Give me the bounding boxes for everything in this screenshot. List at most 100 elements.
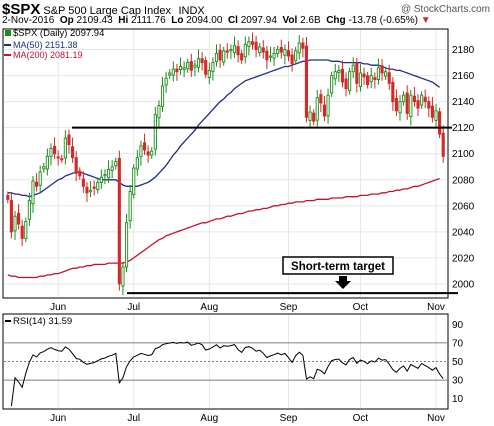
candle — [387, 64, 391, 90]
candle — [6, 191, 10, 204]
candle — [211, 57, 215, 81]
candle-body — [330, 75, 334, 94]
price-tick-label: 2040 — [452, 227, 475, 238]
candle — [182, 61, 186, 78]
candle-body — [114, 161, 118, 167]
candle-body — [178, 66, 183, 71]
candle-body — [376, 67, 380, 80]
candle-body — [427, 101, 431, 109]
change-label: Chg — [326, 15, 346, 26]
candle — [402, 91, 406, 106]
candle — [81, 171, 85, 193]
candle-body — [326, 94, 330, 117]
candle — [250, 32, 255, 50]
legend-ma50: MA(50) 2151.38 — [13, 40, 78, 50]
open-value: 2109.43 — [76, 15, 113, 26]
candle-body — [391, 81, 395, 103]
candle-body — [211, 62, 215, 72]
candle-body — [236, 46, 240, 56]
candle — [376, 58, 380, 85]
candle — [56, 150, 60, 166]
candle — [366, 71, 370, 89]
candle-body — [229, 49, 233, 52]
candle — [319, 89, 323, 113]
down-arrow-icon — [335, 276, 351, 289]
candle-body — [67, 134, 71, 146]
candle-body — [430, 105, 434, 118]
price-tick-label: 2180 — [452, 45, 475, 56]
candle-body — [294, 50, 298, 62]
candle — [196, 49, 201, 73]
candle — [74, 151, 78, 182]
change-value: -13.78 (-0.65%) — [348, 15, 418, 26]
candle-body — [319, 94, 323, 104]
candle — [384, 67, 388, 81]
candle-body — [117, 157, 121, 285]
candle-body — [110, 166, 114, 171]
candle — [362, 67, 366, 85]
candle — [49, 143, 53, 166]
target-annotation: Short-term target — [291, 261, 385, 273]
candle-body — [387, 72, 391, 84]
month-label: Nov — [427, 302, 445, 313]
open-label: Op — [59, 15, 74, 26]
candle — [164, 71, 168, 93]
candle-body — [164, 77, 168, 86]
candle — [294, 46, 298, 65]
candle-body — [196, 58, 201, 68]
candle — [405, 85, 409, 120]
candle-body — [441, 132, 445, 157]
candle-body — [60, 158, 64, 161]
candle — [225, 43, 229, 59]
candle-body — [150, 150, 154, 156]
candle-body — [189, 61, 193, 71]
candle-body — [394, 98, 398, 112]
ohlc-line: 2-Nov-2016 Op 2109.43 Hi 2111.76 Lo 2094… — [2, 15, 431, 26]
candle — [160, 76, 165, 112]
candle-body — [38, 171, 42, 186]
candle — [430, 96, 434, 123]
symbol: $SPX — [2, 1, 41, 18]
candle — [333, 63, 337, 86]
month-label: Jul — [127, 302, 140, 313]
candle — [139, 140, 143, 166]
candle-body — [243, 43, 247, 58]
month-label: Aug — [200, 302, 218, 313]
candle — [117, 150, 121, 291]
candle-body — [193, 64, 197, 68]
candle — [434, 104, 438, 129]
candle — [24, 217, 28, 243]
candle — [243, 36, 247, 64]
candle-body — [45, 155, 49, 170]
candle-body — [157, 105, 161, 119]
candle — [193, 59, 197, 77]
candle-body — [17, 212, 21, 225]
candle-body — [204, 60, 208, 75]
candle — [272, 46, 276, 66]
candle-body — [348, 71, 352, 92]
candle-body — [232, 45, 237, 54]
candle — [121, 261, 125, 296]
exchange: INDX — [178, 5, 205, 17]
price-tick-label: 2060 — [452, 201, 475, 212]
candle-body — [312, 112, 316, 122]
month-label: Jun — [50, 302, 66, 313]
candle-body — [340, 68, 345, 83]
candle-body — [27, 200, 31, 220]
price-x-axis: Jun Jul Aug Sep Oct Nov — [50, 302, 445, 313]
rsi-tick-label: 30 — [452, 376, 464, 387]
price-tick-label: 2080 — [452, 175, 475, 186]
candle-body — [337, 69, 341, 74]
price-tick-label: 2020 — [452, 253, 475, 264]
candle — [416, 94, 420, 116]
rsi-month-label: Nov — [427, 413, 445, 424]
candle — [330, 71, 334, 97]
candle — [142, 133, 147, 156]
candle-body — [351, 64, 355, 73]
candle-body — [160, 85, 165, 108]
candle — [276, 45, 280, 58]
month-label: Oct — [353, 302, 369, 313]
low-label: Lo — [171, 15, 184, 26]
candle-body — [344, 78, 348, 90]
candle — [355, 57, 359, 93]
